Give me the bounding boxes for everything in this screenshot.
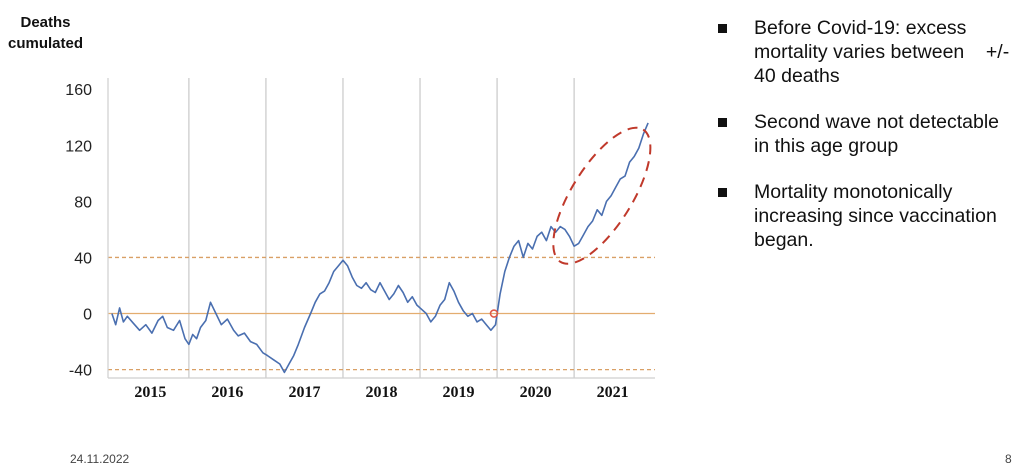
bullet-item: Mortality monotonically increasing since… bbox=[714, 180, 1014, 252]
bullet-text: Before Covid-19: excess mortality varies… bbox=[754, 17, 1015, 87]
y-axis-title-line-1: Deaths bbox=[20, 14, 71, 31]
x-tick-labels: 2015 2016 2017 2018 2019 2020 2021 bbox=[134, 384, 628, 401]
series-lines bbox=[111, 122, 649, 374]
y-axis-title-line-2: cumulated bbox=[8, 35, 84, 52]
y-tick-label: 120 bbox=[65, 138, 92, 155]
year-gridlines bbox=[188, 78, 575, 378]
y-axis-title: Deaths cumulated bbox=[8, 12, 83, 54]
highlight-ellipse bbox=[552, 126, 652, 265]
bullet-list: Before Covid-19: excess mortality varies… bbox=[714, 16, 1014, 274]
bullet-square-icon bbox=[718, 24, 727, 33]
x-tick-label: 2019 bbox=[443, 384, 475, 401]
highlight-marker bbox=[489, 309, 499, 318]
series-line bbox=[111, 122, 649, 374]
y-tick-label: 160 bbox=[65, 82, 92, 99]
bullet-item: Before Covid-19: excess mortality varies… bbox=[714, 16, 1014, 88]
x-tick-label: 2016 bbox=[211, 384, 243, 401]
page-number: 8 bbox=[1005, 452, 1012, 466]
y-tick-label: 40 bbox=[74, 250, 92, 267]
x-tick-label: 2021 bbox=[597, 384, 629, 401]
y-tick-label: -40 bbox=[69, 363, 92, 380]
bullet-text: Second wave not detectable in this age g… bbox=[754, 111, 1000, 157]
axes bbox=[107, 78, 655, 379]
bullet-item: Second wave not detectable in this age g… bbox=[714, 110, 1014, 158]
y-tick-labels: 160 120 80 40 0 -40 bbox=[65, 82, 92, 379]
x-tick-label: 2018 bbox=[366, 384, 398, 401]
bullet-text: Mortality monotonically increasing since… bbox=[754, 181, 997, 251]
bullet-square-icon bbox=[718, 118, 727, 127]
annotations bbox=[489, 126, 652, 318]
bullet-square-icon bbox=[718, 188, 727, 197]
y-tick-label: 0 bbox=[83, 307, 92, 324]
x-tick-label: 2015 bbox=[134, 384, 166, 401]
x-tick-label: 2017 bbox=[288, 384, 320, 401]
x-tick-label: 2020 bbox=[520, 384, 552, 401]
y-tick-label: 80 bbox=[74, 194, 92, 211]
footer-date: 24.11.2022 bbox=[70, 452, 130, 466]
reference-lines bbox=[108, 256, 655, 371]
